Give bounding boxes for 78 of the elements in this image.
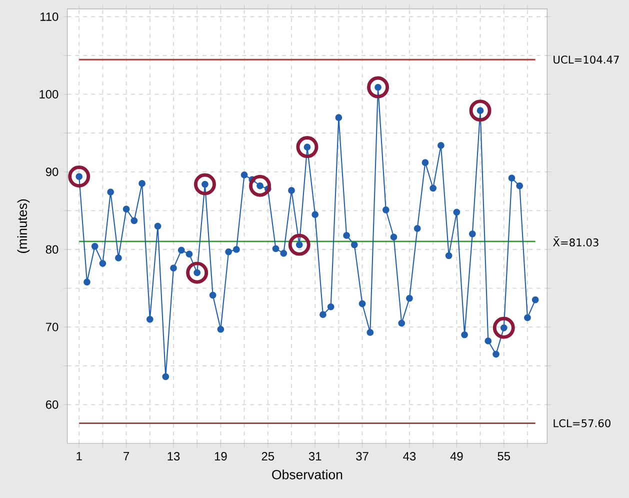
x-axis-title: Observation bbox=[272, 470, 342, 480]
point bbox=[154, 222, 162, 230]
x-tick-label: 13 bbox=[168, 452, 180, 460]
x-tick-label: 31 bbox=[308, 452, 322, 460]
x-tick-label: 1 bbox=[76, 452, 82, 460]
y-tick-label: 70 bbox=[46, 322, 58, 332]
ref-line-label: X̄=81.03 bbox=[553, 236, 598, 246]
x-tick-label: 55 bbox=[498, 452, 510, 460]
x-tick-label: 37 bbox=[356, 452, 368, 460]
point bbox=[335, 114, 342, 121]
point bbox=[194, 173, 216, 196]
x-tick-label: 7 bbox=[124, 452, 130, 460]
point bbox=[240, 171, 248, 178]
point bbox=[445, 252, 452, 260]
point bbox=[492, 316, 515, 339]
point bbox=[438, 142, 444, 149]
point bbox=[178, 246, 185, 254]
point bbox=[508, 174, 516, 182]
point bbox=[296, 136, 318, 158]
point bbox=[390, 234, 398, 240]
y-tick-label: 100 bbox=[40, 90, 58, 98]
point bbox=[382, 206, 390, 214]
point bbox=[288, 187, 295, 194]
point bbox=[186, 262, 208, 284]
point bbox=[84, 278, 90, 286]
point bbox=[114, 254, 122, 262]
point bbox=[524, 314, 531, 322]
point bbox=[492, 350, 500, 358]
y-axis-title: (minutes) bbox=[17, 199, 30, 253]
point bbox=[186, 250, 193, 258]
point bbox=[280, 250, 288, 257]
point bbox=[422, 159, 429, 166]
point bbox=[68, 165, 90, 188]
y-tick-label: 80 bbox=[46, 245, 58, 254]
point bbox=[532, 296, 539, 304]
point bbox=[232, 246, 240, 253]
x-tick-label: 43 bbox=[403, 452, 416, 460]
point bbox=[343, 232, 350, 239]
point bbox=[516, 182, 524, 190]
point bbox=[327, 303, 334, 310]
point bbox=[217, 326, 224, 333]
point bbox=[320, 311, 326, 318]
point bbox=[130, 217, 138, 224]
point bbox=[170, 264, 177, 272]
point bbox=[138, 180, 146, 187]
point bbox=[484, 338, 492, 344]
x-tick-label: 25 bbox=[262, 452, 274, 460]
y-tick-label: 60 bbox=[46, 400, 58, 409]
point bbox=[469, 100, 492, 122]
point bbox=[122, 206, 130, 213]
point bbox=[453, 208, 460, 216]
point bbox=[430, 184, 437, 192]
point bbox=[414, 225, 421, 232]
x-tick-label: 19 bbox=[214, 452, 227, 460]
point bbox=[209, 292, 216, 299]
point bbox=[107, 188, 114, 196]
point bbox=[461, 331, 468, 338]
point bbox=[367, 76, 390, 98]
point bbox=[272, 245, 280, 252]
x-tick-label: 49 bbox=[450, 452, 463, 460]
point bbox=[358, 300, 366, 308]
point bbox=[366, 328, 374, 336]
point bbox=[249, 174, 272, 197]
y-tick-label: 90 bbox=[46, 168, 58, 176]
point bbox=[99, 260, 106, 267]
point bbox=[91, 242, 98, 250]
point bbox=[398, 320, 406, 327]
point bbox=[146, 316, 154, 323]
ref-line-label: LCL=57.60 bbox=[554, 419, 610, 428]
point bbox=[225, 248, 232, 256]
point bbox=[162, 373, 170, 380]
point bbox=[406, 294, 413, 302]
point bbox=[312, 211, 319, 218]
y-tick-label: 110 bbox=[40, 12, 58, 21]
point bbox=[288, 234, 310, 256]
point bbox=[350, 241, 358, 248]
point bbox=[468, 230, 476, 238]
ref-line-label: UCL=104.47 bbox=[554, 56, 619, 64]
